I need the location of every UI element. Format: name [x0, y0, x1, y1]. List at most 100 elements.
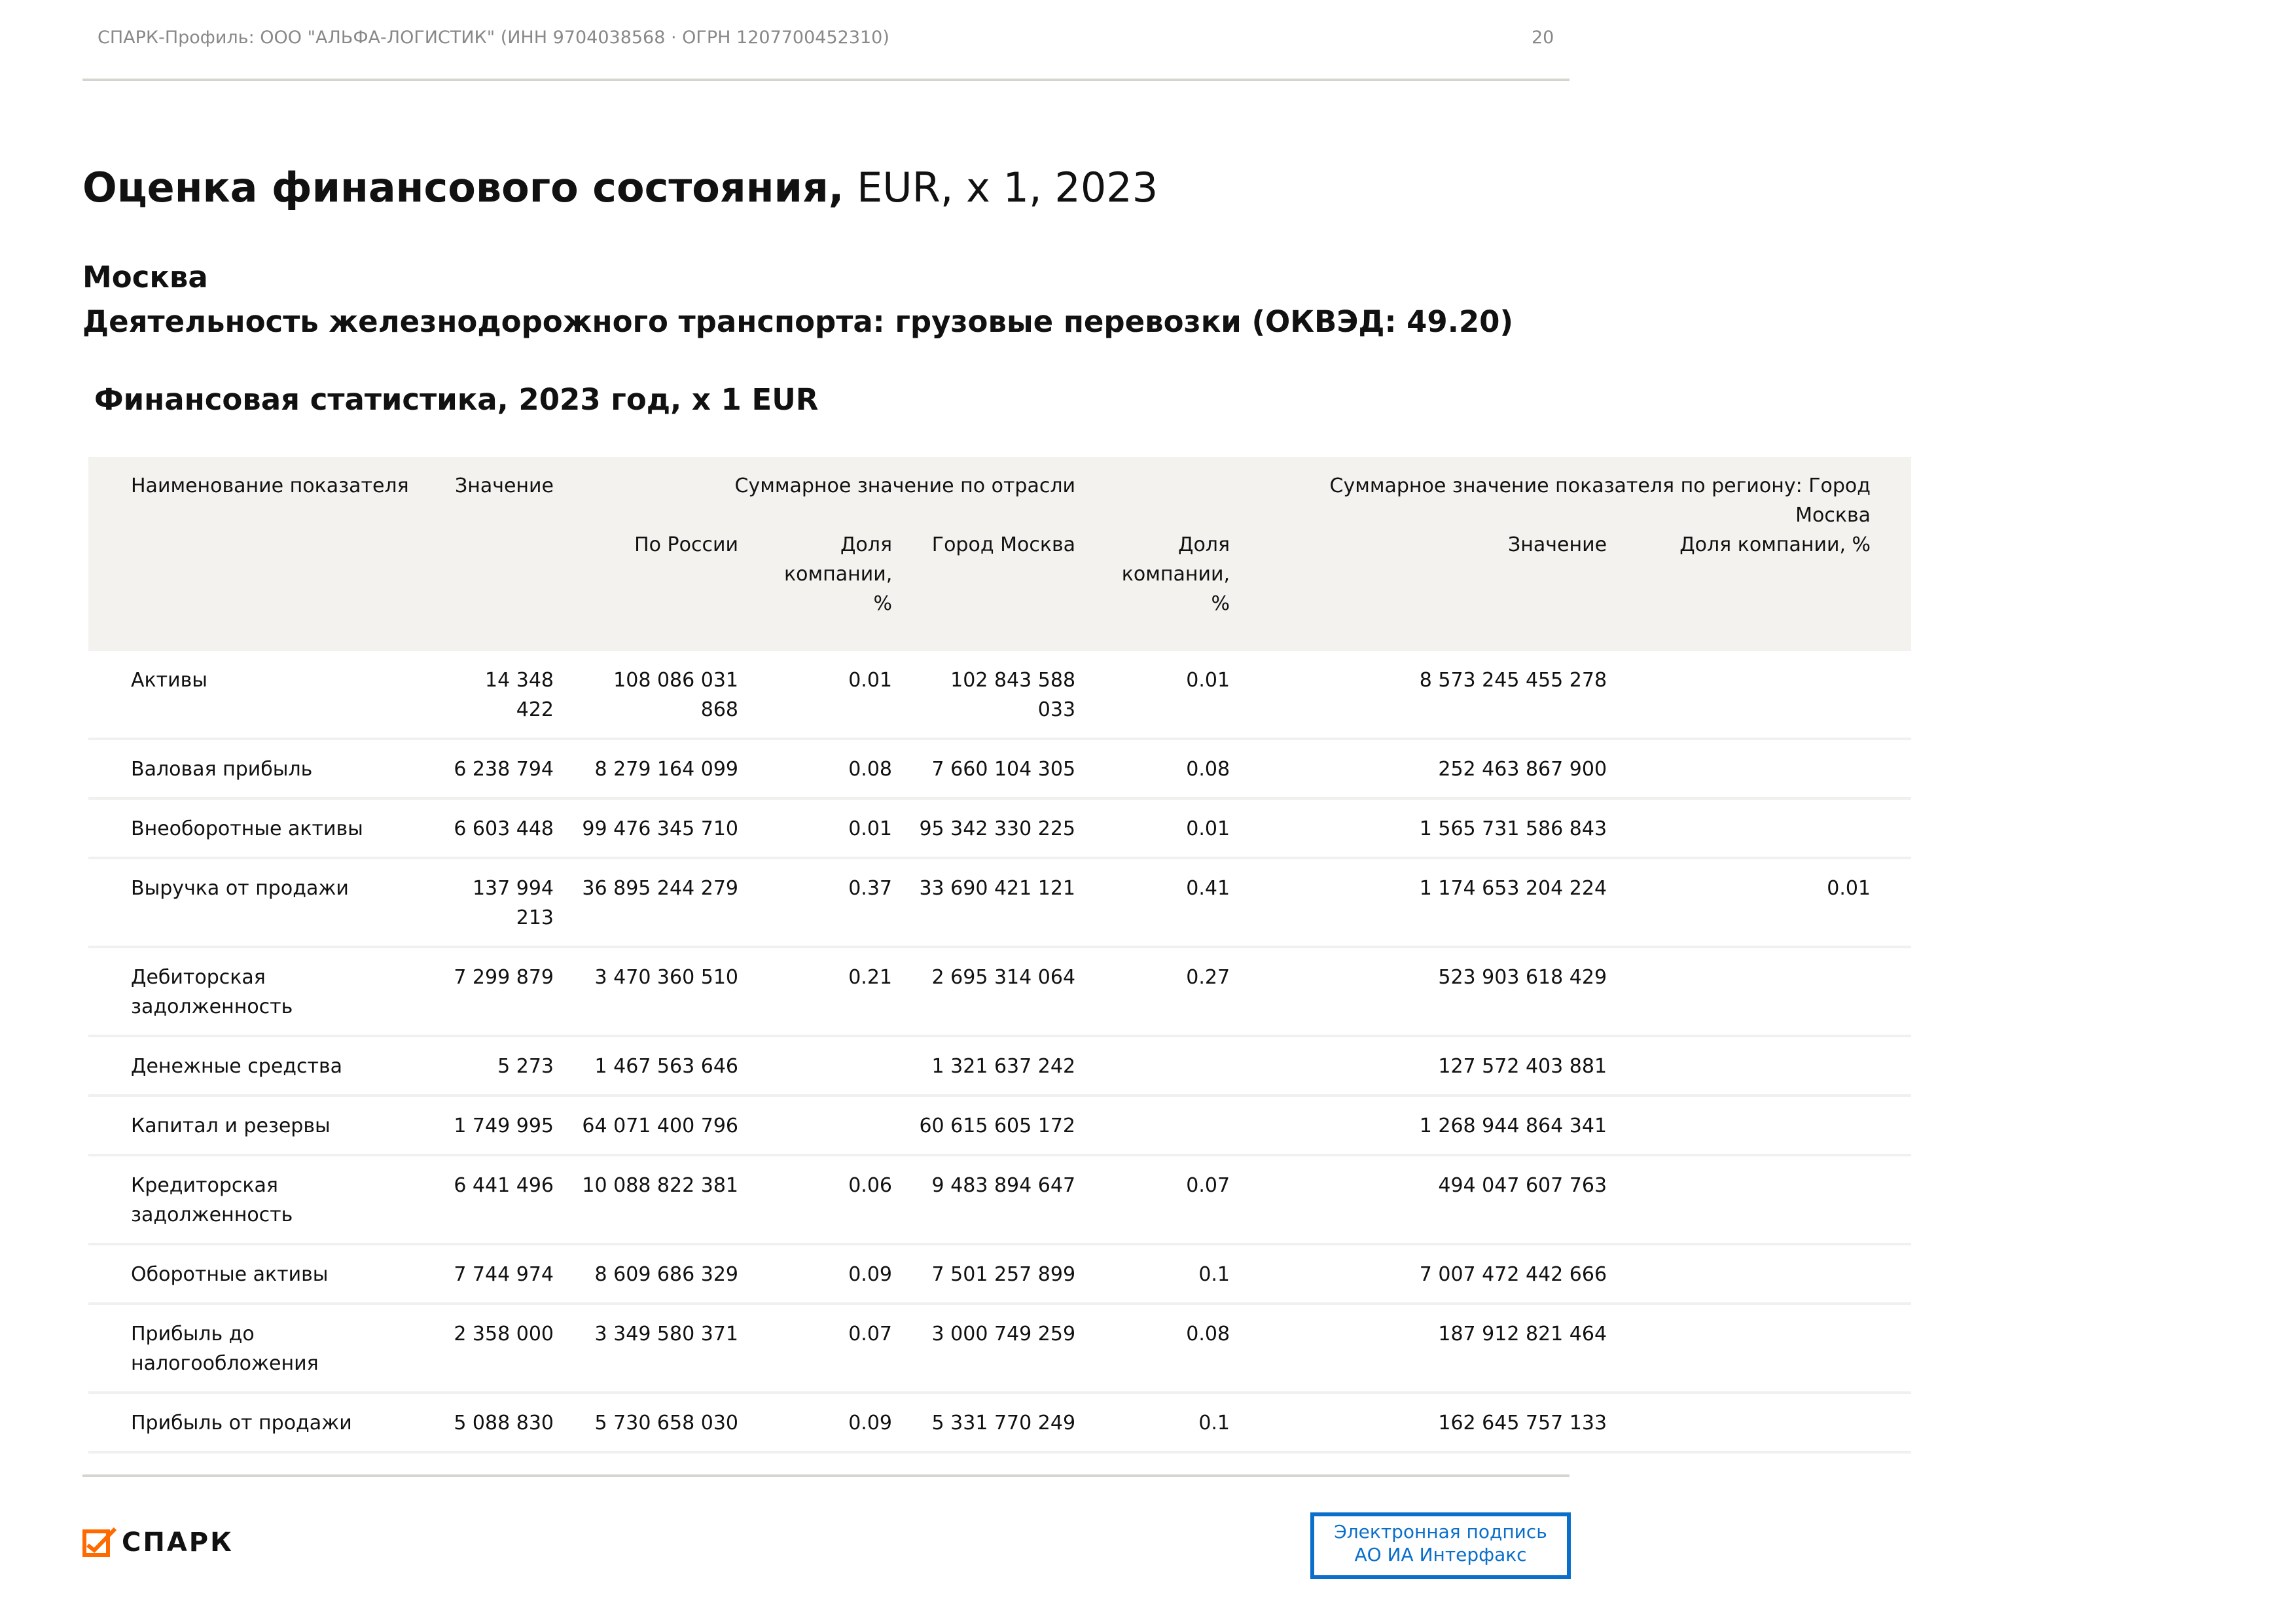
region-share-cell: [1626, 947, 1911, 1036]
region-value-cell: 8 573 245 455 278: [1419, 669, 1607, 692]
moscow-value-cell: 5 331 770 249: [931, 1412, 1076, 1435]
region-share-cell: [1626, 1096, 1911, 1155]
region-value-cell: 1 268 944 864 341: [1419, 1115, 1607, 1137]
share-russia-cell: [758, 1036, 912, 1096]
stamp-line-2: АО ИА Интерфакс: [1354, 1544, 1527, 1565]
header-region-share: Доля компании, %: [1679, 533, 1871, 556]
table-row: Внеоборотные активы 6 603 448 99 476 345 7…: [88, 798, 1912, 858]
share-russia-cell: 0.21: [848, 966, 892, 989]
russia-value-cell: 3 349 580 371: [594, 1323, 738, 1346]
share-russia-cell: 0.01: [848, 817, 892, 840]
region-value-cell: 162 645 757 133: [1438, 1412, 1607, 1435]
russia-value-cell: 99 476 345 710: [582, 817, 738, 840]
share-moscow-cell: 0.41: [1186, 877, 1230, 900]
company-value-cell: 7 299 879: [454, 966, 554, 989]
company-value-cell: 1 749 995: [454, 1115, 554, 1137]
page-title-rest: EUR, x 1, 2023: [844, 164, 1158, 211]
activity-label: Деятельность железнодорожного транспорта…: [82, 304, 1514, 339]
region-value-cell: 494 047 607 763: [1438, 1174, 1607, 1197]
header-industry-group: Суммарное значение по отрасли: [734, 474, 1076, 497]
russia-value-cell: 3 470 360 510: [594, 966, 738, 989]
page-number: 20: [1532, 27, 1554, 48]
moscow-value-cell: 7 501 257 899: [931, 1263, 1076, 1286]
region-value-cell: 523 903 618 429: [1438, 966, 1607, 989]
moscow-value-cell: 2 695 314 064: [931, 966, 1076, 989]
indicator-name-cell: Прибыль до налогообложения: [131, 1323, 319, 1375]
share-moscow-cell: [1095, 1036, 1249, 1096]
share-moscow-cell: [1095, 1096, 1249, 1155]
table-row: Кредиторская задолженность 6 441 496 10 08…: [88, 1155, 1912, 1244]
region-value-cell: 187 912 821 464: [1438, 1323, 1607, 1346]
region-share-cell: [1626, 1036, 1911, 1096]
moscow-value-cell: 3 000 749 259: [931, 1323, 1076, 1346]
financial-stats-table: Наименование показателя Значение Суммарн…: [88, 457, 1912, 1454]
indicator-name-cell: Внеоборотные активы: [131, 817, 363, 840]
header-name: Наименование показателя: [131, 474, 409, 497]
table-row: Прибыль до налогообложения 2 358 000 3 349…: [88, 1304, 1912, 1393]
region-share-cell: [1626, 651, 1911, 739]
footer-divider: [82, 1474, 1570, 1477]
share-russia-cell: 0.01: [848, 669, 892, 692]
section-title: Финансовая статистика, 2023 год, x 1 EUR: [94, 382, 819, 417]
company-value-cell: 14 348 422: [485, 669, 554, 721]
indicator-name-cell: Активы: [131, 669, 207, 692]
region-share-cell: [1626, 1155, 1911, 1244]
share-russia-cell: 0.09: [848, 1412, 892, 1435]
region-value-cell: 7 007 472 442 666: [1419, 1263, 1607, 1286]
share-moscow-cell: 0.08: [1186, 758, 1230, 781]
header-moscow: Город Москва: [931, 533, 1076, 556]
share-moscow-cell: 0.27: [1186, 966, 1230, 989]
russia-value-cell: 108 086 031 868: [613, 669, 738, 721]
russia-value-cell: 5 730 658 030: [594, 1412, 738, 1435]
region-value-cell: 1 565 731 586 843: [1419, 817, 1607, 840]
region-label: Москва: [82, 260, 208, 294]
indicator-name-cell: Выручка от продажи: [131, 877, 349, 900]
header-value: Значение: [455, 474, 554, 497]
page-title-bold: Оценка финансового состояния,: [82, 164, 844, 211]
header-russia: По России: [634, 533, 738, 556]
company-value-cell: 6 441 496: [454, 1174, 554, 1197]
region-share-cell: [1626, 1393, 1911, 1452]
moscow-value-cell: 60 615 605 172: [919, 1115, 1076, 1137]
share-russia-cell: 0.37: [848, 877, 892, 900]
company-value-cell: 137 994 213: [472, 877, 554, 929]
header-share-russia: Доля компании, %: [784, 533, 893, 615]
russia-value-cell: 1 467 563 646: [594, 1055, 738, 1078]
russia-value-cell: 10 088 822 381: [582, 1174, 738, 1197]
header-divider: [82, 79, 1570, 81]
indicator-name-cell: Валовая прибыль: [131, 758, 313, 781]
company-value-cell: 5 273: [497, 1055, 554, 1078]
header-region-group: Суммарное значение показателя по региону…: [1329, 474, 1871, 527]
checkbox-check-icon: [82, 1527, 117, 1557]
table-row: Денежные средства 5 273 1 467 563 646 1 321…: [88, 1036, 1912, 1096]
share-moscow-cell: 0.1: [1198, 1263, 1230, 1286]
indicator-name-cell: Прибыль от продажи: [131, 1412, 352, 1435]
table-row: Активы 14 348 422 108 086 031 868 0.01 102 8…: [88, 651, 1912, 739]
table-row: Валовая прибыль 6 238 794 8 279 164 099 0.0…: [88, 739, 1912, 798]
indicator-name-cell: Оборотные активы: [131, 1263, 329, 1286]
table-row: Выручка от продажи 137 994 213 36 895 244 …: [88, 858, 1912, 947]
share-moscow-cell: 0.01: [1186, 669, 1230, 692]
logo-text: СПАРК: [122, 1527, 234, 1558]
region-share-cell: 0.01: [1827, 877, 1871, 900]
company-value-cell: 2 358 000: [454, 1323, 554, 1346]
moscow-value-cell: 1 321 637 242: [931, 1055, 1076, 1078]
electronic-signature-stamp: Электронная подпись АО ИА Интерфакс: [1310, 1512, 1571, 1579]
page-title: Оценка финансового состояния, EUR, x 1, …: [82, 164, 1158, 211]
region-share-cell: [1626, 1304, 1911, 1393]
share-moscow-cell: 0.07: [1186, 1174, 1230, 1197]
moscow-value-cell: 33 690 421 121: [919, 877, 1076, 900]
share-russia-cell: 0.08: [848, 758, 892, 781]
share-moscow-cell: 0.1: [1198, 1412, 1230, 1435]
indicator-name-cell: Капитал и резервы: [131, 1115, 331, 1137]
table-row: Прибыль от продажи 5 088 830 5 730 658 030…: [88, 1393, 1912, 1452]
moscow-value-cell: 7 660 104 305: [931, 758, 1076, 781]
region-share-cell: [1626, 1244, 1911, 1304]
indicator-name-cell: Денежные средства: [131, 1055, 343, 1078]
region-value-cell: 1 174 653 204 224: [1419, 877, 1607, 900]
company-value-cell: 7 744 974: [454, 1263, 554, 1286]
region-value-cell: 252 463 867 900: [1438, 758, 1607, 781]
share-russia-cell: 0.07: [848, 1323, 892, 1346]
spark-logo: СПАРК: [82, 1527, 234, 1558]
indicator-name-cell: Кредиторская задолженность: [131, 1174, 293, 1226]
